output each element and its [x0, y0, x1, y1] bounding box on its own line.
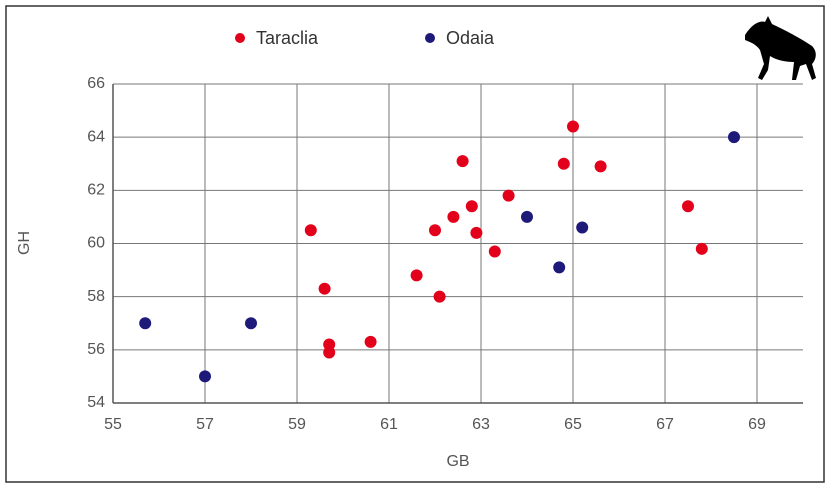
y-tick-label: 66 — [87, 75, 105, 92]
y-axis-label: GH — [16, 231, 33, 255]
point — [553, 261, 566, 274]
y-tick-label: 62 — [87, 182, 105, 199]
x-tick-label: 69 — [748, 416, 766, 433]
point — [521, 210, 533, 223]
point — [502, 189, 515, 202]
point — [576, 221, 589, 234]
point — [594, 160, 607, 173]
point — [410, 269, 423, 282]
point — [323, 346, 336, 359]
point — [456, 155, 469, 168]
point — [139, 317, 152, 330]
point — [470, 226, 483, 239]
point — [567, 120, 579, 133]
point — [199, 370, 211, 383]
legend-label: Odaia — [446, 28, 495, 48]
y-tick-label: 56 — [87, 341, 105, 358]
horse-icon — [745, 16, 816, 80]
x-tick-label: 57 — [196, 416, 214, 433]
point — [304, 224, 317, 237]
point — [433, 290, 446, 303]
legend-marker — [235, 33, 245, 43]
y-tick-label: 58 — [87, 288, 105, 305]
y-tick-label: 64 — [87, 128, 105, 145]
point — [245, 317, 257, 330]
x-tick-label: 61 — [380, 416, 398, 433]
point — [465, 200, 478, 213]
x-tick-label: 67 — [656, 416, 674, 433]
x-axis-label: GB — [446, 453, 469, 470]
point — [557, 157, 570, 170]
x-tick-label: 55 — [104, 416, 122, 433]
point — [728, 131, 740, 144]
legend-label: Taraclia — [256, 28, 319, 48]
x-tick-label: 63 — [472, 416, 490, 433]
x-tick-label: 59 — [288, 416, 306, 433]
x-tick-label: 65 — [564, 416, 582, 433]
point — [488, 245, 501, 258]
y-tick-label: 54 — [87, 394, 105, 411]
legend-marker — [425, 33, 435, 43]
point — [682, 200, 694, 213]
point — [447, 210, 460, 223]
point — [695, 242, 708, 255]
point — [318, 282, 331, 295]
point — [364, 335, 377, 348]
y-tick-label: 60 — [87, 235, 105, 252]
point — [429, 224, 441, 237]
